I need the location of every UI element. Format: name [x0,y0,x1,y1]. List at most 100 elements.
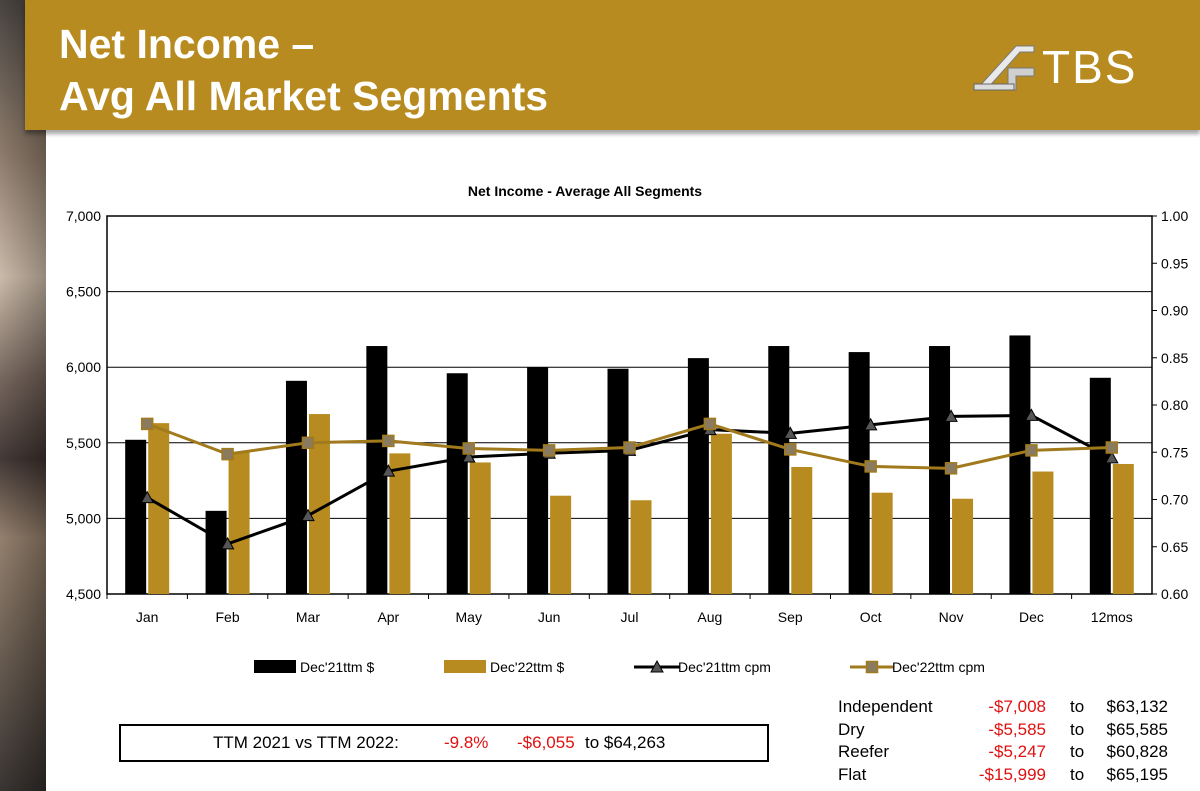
dec21-cpm-point [783,426,798,439]
dec22-cpm-point [462,442,475,455]
title-line-2: Avg All Market Segments [59,73,549,119]
legend-label: Dec'22ttm cpm [892,659,985,675]
segment-delta: -$5,247 [988,742,1046,761]
dec21-cpm-point [944,409,958,422]
segment-to: to [1070,697,1085,716]
bar-dec22 [871,492,893,594]
segment-name: Dry [838,719,865,739]
dec22-cpm-point [1105,441,1119,454]
bar-dec21 [446,373,468,594]
dec22-cpm-point [140,417,154,431]
x-axis-tick-label: Feb [216,609,240,625]
segment-name: Independent [838,697,933,716]
legend-marker-square [865,660,879,674]
left-axis-tick-label: 6,500 [66,284,101,300]
bar-dec22 [389,453,411,594]
segment-name: Reefer [838,742,890,761]
bar-dec22 [228,451,250,594]
bar-dec22 [550,495,572,594]
bar-dec21 [205,510,227,594]
bar-dec21 [929,346,951,594]
tbs-logo: TBS [972,38,1162,98]
x-axis-tick-label: Oct [860,609,882,625]
segment-value: $60,828 [1106,742,1168,761]
bar-dec22 [1112,463,1134,594]
bar-dec22 [710,433,732,594]
segment-row: Independent -$7,008 to $63,132 [838,696,1168,719]
right-axis-tick-label: 1.00 [1161,208,1188,224]
dec22-cpm-point [542,444,556,457]
bar-dec21 [607,368,629,594]
x-axis-tick-label: Dec [1019,609,1044,625]
segment-row: Reefer -$5,247 to $60,828 [838,741,1168,764]
bar-dec22 [469,462,491,594]
dec21-cpm-point [461,449,476,463]
legend-label: Dec'21ttm $ [300,659,374,675]
dec21-cpm-point [301,508,315,522]
legend-swatch-dec21-bar [254,660,296,673]
title-line-1: Net Income – [59,21,315,67]
segment-to: to [1070,719,1085,739]
bar-dec21 [768,346,790,594]
bar-dec22 [630,500,652,594]
ttm-summary-to: to $64,263 [585,733,666,752]
ttm-summary-delta: -$6,055 [517,733,575,752]
right-axis-tick-label: 0.75 [1161,444,1188,460]
right-axis-tick-label: 0.80 [1161,397,1188,413]
dec21-cpm-point [1024,408,1039,421]
bar-dec21 [527,367,549,594]
dec22-cpm-point [784,443,797,456]
dec22-cpm-point [221,447,234,461]
x-axis-tick-label: Apr [377,609,399,625]
bar-dec22 [148,423,170,594]
x-axis-tick-label: Jul [621,609,639,625]
dec21-cpm-point [863,417,878,431]
dec22-cpm-point [623,441,636,454]
segment-delta: -$7,008 [988,697,1046,716]
bar-dec22 [308,414,330,594]
ttm-summary-box: TTM 2021 vs TTM 2022: -9.8% -$6,055 to $… [119,724,769,762]
segment-value: $63,132 [1106,697,1168,716]
title-banner: Net Income – Avg All Market Segments TBS [25,0,1200,130]
bar-dec22 [952,498,974,594]
dec22-cpm-point [944,462,958,475]
plot-area [106,215,1153,595]
x-axis-tick-label: Jan [136,609,159,625]
bar-dec22 [1032,471,1054,594]
left-axis-tick-label: 6,000 [66,359,101,375]
ttm-summary-pct: -9.8% [444,733,489,752]
left-axis-tick-label: 4,500 [66,586,101,602]
left-axis-tick-label: 5,500 [66,435,101,451]
dec22-cpm-point [1025,444,1038,457]
right-axis-tick-label: 0.85 [1161,350,1188,366]
legend-swatch-dec22-bar [444,660,486,673]
left-axis-tick-label: 7,000 [66,208,101,224]
x-axis-tick-label: May [456,609,482,625]
dec21-cpm-point [220,536,235,550]
dec21-cpm-point [381,464,396,477]
bar-dec21 [125,439,147,594]
background-photo-strip [0,0,46,791]
right-axis-tick-label: 0.70 [1161,492,1188,508]
bar-dec21 [1089,377,1111,594]
segment-delta: -$5,585 [988,719,1046,739]
segment-name: Flat [838,764,867,784]
right-axis-tick-label: 0.95 [1161,255,1188,271]
right-axis-tick-label: 0.65 [1161,539,1188,555]
segment-to: to [1070,764,1085,784]
logo-swoosh-icon [973,45,1035,91]
bar-dec21 [1009,335,1031,594]
bar-dec21 [366,346,388,594]
legend-marker-triangle [650,659,664,673]
legend-label: Dec'21ttm cpm [678,659,771,675]
segment-table: Independent -$7,008 to $63,132 Dry -$5,5… [838,696,1168,786]
segment-value: $65,585 [1106,719,1168,739]
logo-text: TBS [1042,41,1138,93]
page-title: Net Income – Avg All Market Segments [59,18,548,122]
dec22-cpm-point [382,434,395,448]
dec21-cpm-point [1104,450,1119,464]
segment-row: Flat -$15,999 to $65,195 [838,764,1168,787]
x-axis-tick-label: Jun [538,609,561,625]
chart-title: Net Income - Average All Segments [468,183,702,199]
